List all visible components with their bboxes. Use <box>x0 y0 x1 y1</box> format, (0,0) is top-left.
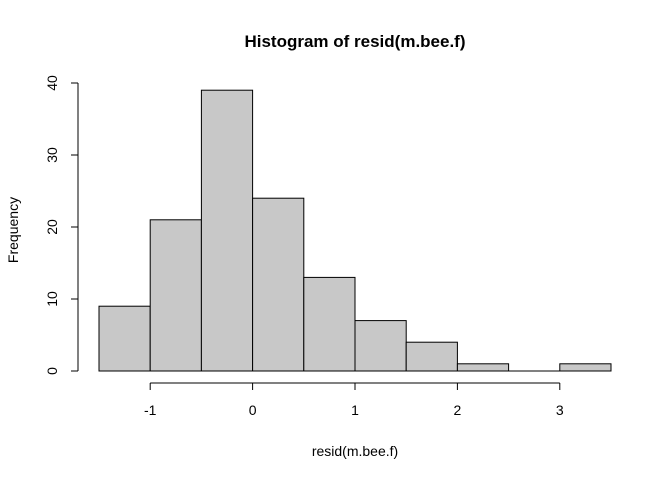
histogram-bar-4 <box>303 276 356 372</box>
histogram-bar-1 <box>149 219 202 372</box>
y-axis-label: Frequency <box>5 197 21 263</box>
x-tick-label-2: 1 <box>351 402 359 418</box>
y-tick-label-4: 40 <box>44 75 60 91</box>
x-tick-label-3: 2 <box>454 402 462 418</box>
histogram-bar-6 <box>405 341 458 372</box>
chart-title: Histogram of resid(m.bee.f) <box>244 32 465 51</box>
histogram-bar-5 <box>354 320 407 372</box>
histogram-bar-3 <box>252 197 305 372</box>
x-tick-label-1: 0 <box>249 402 257 418</box>
y-tick-label-0: 0 <box>44 367 60 375</box>
x-tick-label-4: 3 <box>556 402 564 418</box>
x-tick-label-0: -1 <box>144 402 157 418</box>
x-axis: -1 0 1 2 3 <box>144 382 564 418</box>
bars-layer <box>98 89 612 372</box>
y-tick-label-1: 10 <box>44 291 60 307</box>
histogram-bar-2 <box>200 89 254 372</box>
histogram-bar-0 <box>98 305 151 372</box>
histogram-bar-7 <box>456 363 510 372</box>
y-axis: 0 10 20 30 40 <box>44 75 79 375</box>
x-axis-label: resid(m.bee.f) <box>312 443 398 459</box>
y-tick-label-3: 30 <box>44 147 60 163</box>
y-tick-label-2: 20 <box>44 219 60 235</box>
histogram-bar-9 <box>559 363 612 372</box>
